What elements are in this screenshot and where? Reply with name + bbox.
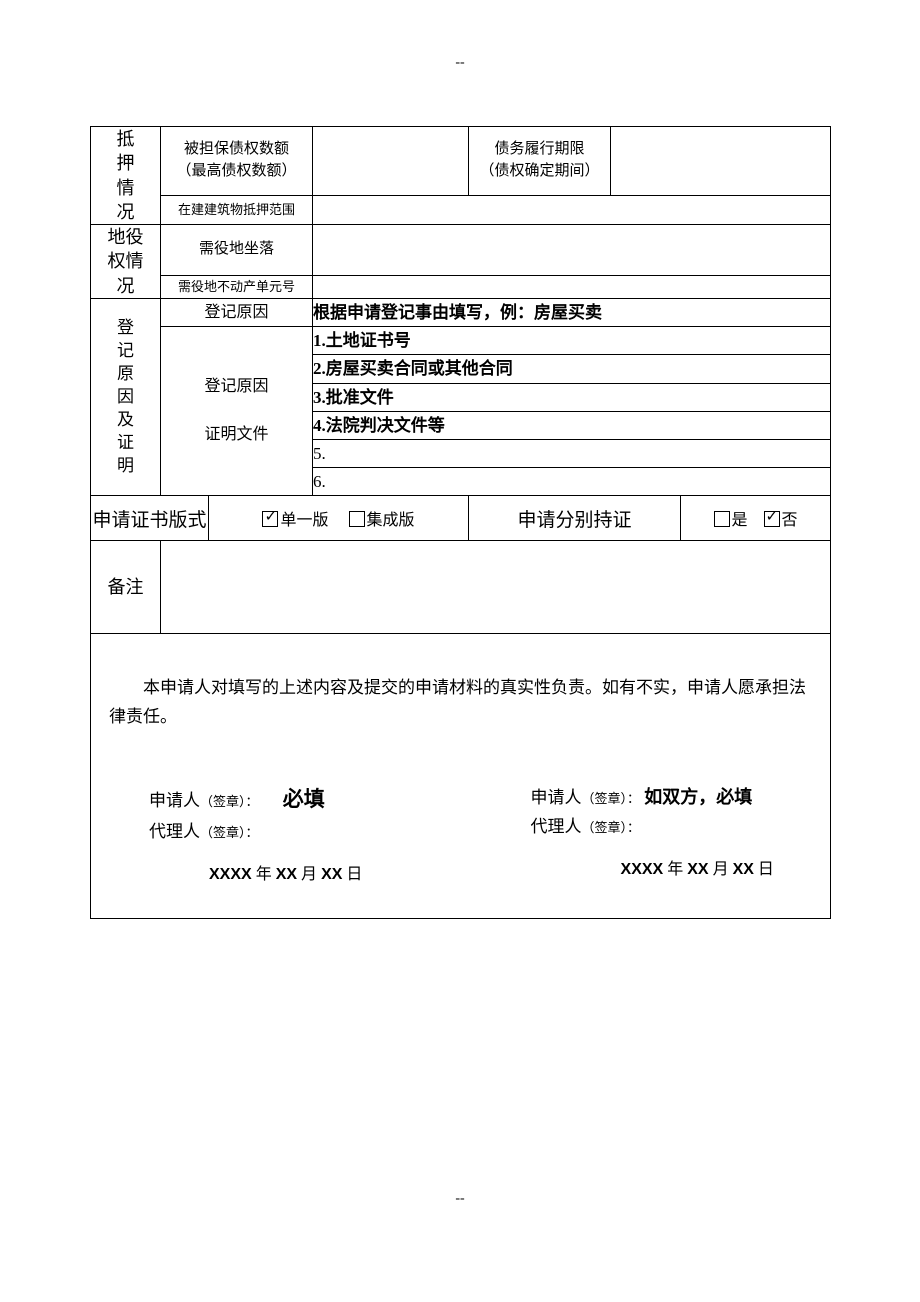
sig-right-fill: 如双方，必填 — [644, 787, 752, 807]
cert-separate-label: 申请分别持证 — [469, 496, 681, 541]
reason-doc-6: 6. — [313, 468, 831, 496]
reason-doc-3: 3.批准文件 — [313, 383, 831, 411]
reason-doc-2: 2.房屋买卖合同或其他合同 — [313, 355, 831, 383]
signature-statement: 本申请人对填写的上述内容及提交的申请材料的真实性负责。如有不实，申请人愿承担法律… — [109, 674, 812, 732]
cert-yes-label: 是 — [732, 512, 748, 529]
reason-docs-label-l1: 登记原因 — [205, 378, 269, 395]
mortgage-term-label: 债务履行期限 （债权确定期间） — [469, 127, 611, 196]
cert-combined-label: 集成版 — [367, 512, 415, 529]
remark-value — [161, 541, 831, 634]
sig-left-year-unit: 年 — [256, 866, 272, 883]
reason-section-text: 登记原因及证明 — [117, 318, 134, 475]
sig-left-agent-suffix: （签章）： — [200, 825, 259, 840]
sig-right-applicant-suffix: （签章）： — [582, 791, 641, 806]
sig-left-applicant-label: 申请人 — [149, 791, 200, 810]
signature-right-col: 申请人（签章）： 如双方，必填 代理人（签章）： XXXX 年 XX 月 XX … — [431, 782, 813, 888]
cert-single-label: 单一版 — [280, 512, 328, 529]
sig-right-year-unit: 年 — [667, 861, 683, 878]
cert-separate-options: 是 否 — [681, 496, 831, 541]
page-header-dash: -- — [90, 55, 830, 71]
checkbox-no[interactable] — [764, 511, 780, 527]
reason-section-label: 登记原因及证明 — [91, 299, 161, 496]
sig-right-applicant-label: 申请人 — [531, 788, 582, 807]
mortgage-term-label-l1: 债务履行期限 — [495, 141, 585, 157]
sig-right-day-ph: XX — [733, 861, 754, 878]
checkbox-single[interactable] — [262, 511, 278, 527]
reason-docs-label-l2: 证明文件 — [205, 426, 269, 443]
sig-right-date: XXXX 年 XX 月 XX 日 — [531, 856, 813, 883]
cert-no-label: 否 — [782, 512, 798, 529]
reason-doc-5: 5. — [313, 440, 831, 468]
sig-right-agent-label: 代理人 — [531, 817, 582, 836]
easement-location-value — [313, 225, 831, 276]
mortgage-scope-label: 在建建筑物抵押范围 — [161, 195, 313, 225]
signature-block: 本申请人对填写的上述内容及提交的申请材料的真实性负责。如有不实，申请人愿承担法律… — [91, 634, 831, 919]
sig-left-fill: 必填 — [283, 787, 325, 811]
sig-left-date: XXXX 年 XX 月 XX 日 — [149, 861, 431, 888]
easement-section-text: 地役权情况 — [108, 227, 144, 296]
sig-left-year-ph: XXXX — [209, 866, 252, 883]
sig-right-month-ph: XX — [687, 861, 708, 878]
sig-right-year-ph: XXXX — [621, 861, 664, 878]
cert-format-label: 申请证书版式 — [91, 496, 209, 541]
remark-label: 备注 — [91, 541, 161, 634]
checkbox-yes[interactable] — [714, 511, 730, 527]
mortgage-amount-label-l1: 被担保债权数额 — [184, 141, 289, 157]
reason-value: 根据申请登记事由填写，例：房屋买卖 — [313, 299, 831, 327]
sig-left-applicant-suffix: （签章）： — [200, 794, 259, 809]
page-footer-dash: -- — [0, 1191, 920, 1207]
mortgage-scope-value — [313, 195, 831, 225]
reason-doc-1: 1.土地证书号 — [313, 327, 831, 355]
sig-right-agent-suffix: （签章）： — [582, 820, 641, 835]
easement-unit-value — [313, 276, 831, 299]
cert-format-options: 单一版 集成版 — [209, 496, 469, 541]
mortgage-term-value — [611, 127, 831, 196]
reason-label: 登记原因 — [161, 299, 313, 327]
sig-right-day-unit: 日 — [758, 861, 774, 878]
mortgage-amount-label: 被担保债权数额 （最高债权数额） — [161, 127, 313, 196]
mortgage-amount-label-l2: （最高债权数额） — [177, 163, 297, 179]
mortgage-term-label-l2: （债权确定期间） — [480, 163, 600, 179]
easement-unit-label: 需役地不动产单元号 — [161, 276, 313, 299]
easement-location-label: 需役地坐落 — [161, 225, 313, 276]
mortgage-amount-value — [313, 127, 469, 196]
form-table: 抵押情况 被担保债权数额 （最高债权数额） 债务履行期限 （债权确定期间） 在建… — [90, 126, 831, 919]
easement-section-label: 地役权情况 — [91, 225, 161, 299]
mortgage-section-label: 抵押情况 — [91, 127, 161, 225]
checkbox-combined[interactable] — [349, 511, 365, 527]
sig-left-agent-label: 代理人 — [149, 822, 200, 841]
sig-left-month-unit: 月 — [301, 866, 317, 883]
reason-doc-4: 4.法院判决文件等 — [313, 411, 831, 439]
sig-right-month-unit: 月 — [713, 861, 729, 878]
sig-left-month-ph: XX — [276, 866, 297, 883]
sig-left-day-unit: 日 — [346, 866, 362, 883]
sig-left-day-ph: XX — [321, 866, 342, 883]
signature-left-col: 申请人（签章）： 必填 代理人（签章）： XXXX 年 XX 月 XX 日 — [109, 782, 431, 888]
reason-docs-label: 登记原因 证明文件 — [161, 327, 313, 496]
